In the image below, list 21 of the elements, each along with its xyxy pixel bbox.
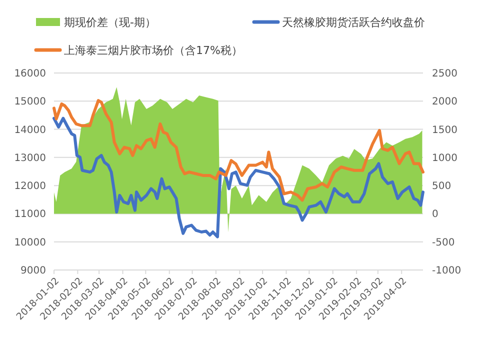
line-series — [52, 116, 424, 238]
y-tick-label: 16000 — [14, 68, 46, 80]
y2-tick-label: 2000 — [432, 96, 458, 108]
legend-label: 期现价差（现-期） — [64, 16, 156, 29]
y2-tick-label: 1500 — [432, 124, 458, 136]
y2-tick-label: 2500 — [432, 68, 458, 80]
y2-tick-label: -500 — [432, 237, 455, 248]
y-tick-label: 12000 — [14, 181, 46, 192]
y2-tick-label: -1000 — [432, 266, 462, 276]
line-series — [52, 99, 424, 202]
y2-tick-label: 1000 — [432, 152, 458, 164]
y-tick-label: 11000 — [14, 209, 46, 220]
y2-tick-label: 500 — [432, 181, 452, 192]
y-tick-label: 14000 — [14, 124, 46, 136]
legend-label: 上海泰三烟片胶市场价（含17%税） — [64, 44, 242, 57]
legend-label: 天然橡胶期货活跃合约收盘价 — [282, 16, 425, 29]
y2-tick-label: 0 — [432, 209, 438, 220]
y-tick-label: 15000 — [14, 96, 46, 108]
y-tick-label: 9000 — [20, 266, 46, 276]
y-tick-label: 13000 — [14, 152, 46, 164]
y-tick-label: 10000 — [14, 237, 46, 248]
